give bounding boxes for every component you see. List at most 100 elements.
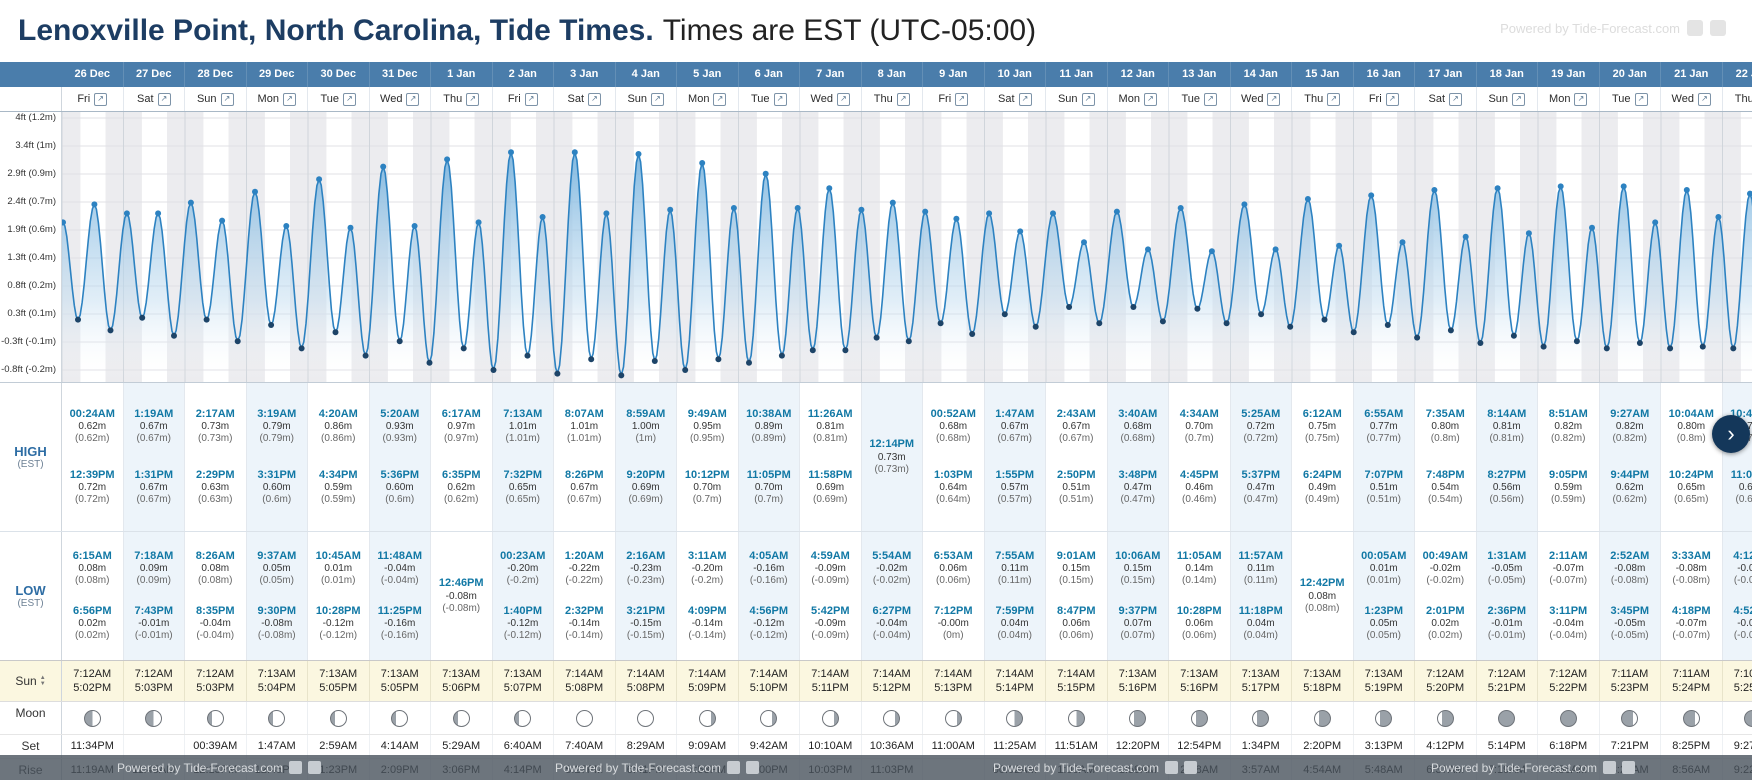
moonset-time: 1:34PM <box>1231 735 1292 758</box>
date-header-cell: 12 Jan <box>1108 62 1169 87</box>
expand-day-icon[interactable]: ↗ <box>220 92 234 106</box>
weekday-label: Mon <box>688 93 710 105</box>
tide-height-paren: (-0.02m) <box>1426 575 1465 587</box>
expand-day-icon[interactable]: ↗ <box>1385 92 1399 106</box>
expand-day-icon[interactable]: ↗ <box>955 92 969 106</box>
tide-time: 5:42PM <box>810 604 850 617</box>
expand-day-icon[interactable]: ↗ <box>282 92 296 106</box>
social-icon[interactable] <box>1184 761 1198 774</box>
tide-time: 4:45PM <box>1179 469 1219 482</box>
social-icon[interactable] <box>1603 761 1617 774</box>
low-tide-entry: 7:12PM -0.00m (0m) <box>934 605 973 642</box>
expand-day-icon[interactable]: ↗ <box>896 92 910 106</box>
low-tide-cell: 3:33AM -0.08m (-0.08m) 4:18PM -0.07m (-0.07m) <box>1661 532 1723 660</box>
tide-height-m: 0.93m <box>385 420 414 432</box>
high-tide-cell: 11:26AM 0.81m (0.81m) 11:58PM 0.69m (0.69m) <box>800 383 862 531</box>
tide-time: 4:52PM <box>1733 604 1752 617</box>
social-icon[interactable] <box>727 761 741 774</box>
expand-day-icon[interactable]: ↗ <box>524 92 538 106</box>
expand-day-icon[interactable]: ↗ <box>1327 92 1341 106</box>
moonset-time: 8:29AM <box>616 735 677 758</box>
tide-height-m: -0.07m <box>1552 563 1584 575</box>
sunrise-time: 7:11AM <box>1672 668 1710 680</box>
tide-height-m: 0.60m <box>262 482 291 494</box>
tide-time: 8:51AM <box>1548 407 1588 420</box>
social-icon[interactable] <box>1687 20 1703 36</box>
expand-day-icon[interactable]: ↗ <box>588 92 601 106</box>
high-label-group: HIGH (EST) <box>0 383 61 531</box>
sunrise-time: 7:13AM <box>319 668 358 680</box>
expand-day-icon[interactable]: ↗ <box>773 92 787 106</box>
tide-height-paren: (-0.08m) <box>1733 630 1752 642</box>
weekday-cell: Tue ↗ <box>1600 87 1661 111</box>
social-icon[interactable] <box>289 761 303 774</box>
expand-day-icon[interactable]: ↗ <box>94 92 108 106</box>
tide-height-paren: (0.08m) <box>198 575 233 587</box>
social-icon[interactable] <box>1622 761 1636 774</box>
high-tide-cell: 9:27AM 0.82m (0.82m) 9:44PM 0.62m (0.62m) <box>1599 383 1661 531</box>
tide-height-paren: (0.7m) <box>754 494 784 506</box>
social-icon[interactable] <box>308 761 322 774</box>
sunrise-time: 7:14AM <box>811 668 850 680</box>
tide-time: 00:52AM <box>930 407 976 420</box>
weekday-label: Mon <box>1118 93 1140 105</box>
expand-day-icon[interactable]: ↗ <box>1267 92 1281 106</box>
tide-time: 9:01AM <box>1056 549 1096 562</box>
tide-height-paren: (1.01m) <box>505 432 540 444</box>
expand-day-icon[interactable]: ↗ <box>1697 92 1711 106</box>
tide-time: 11:58PM <box>808 469 853 482</box>
tide-time: 1:40PM <box>503 604 543 617</box>
tide-height-m: 0.67m <box>139 482 168 494</box>
low-tide-entry: 3:45PM -0.05m (-0.05m) <box>1610 605 1649 642</box>
footer-credit-group: Powered by Tide-Forecast.com <box>117 761 322 775</box>
next-days-button[interactable]: › <box>1712 415 1750 453</box>
expand-day-icon[interactable]: ↗ <box>1449 92 1462 106</box>
moonset-time: 3:13PM <box>1354 735 1415 758</box>
footer-credit-text: Powered by Tide-Forecast.com <box>554 760 722 775</box>
tide-time: 2:01PM <box>1425 604 1465 617</box>
moon-cell <box>985 702 1046 734</box>
tide-height-paren: (0.02m) <box>1428 630 1463 642</box>
moon-cell <box>1108 702 1169 734</box>
tide-height-m: -0.23m <box>630 563 662 575</box>
expand-day-icon[interactable]: ↗ <box>836 92 850 106</box>
expand-day-icon[interactable]: ↗ <box>651 92 665 106</box>
tide-height-paren: (-0.14m) <box>565 630 604 642</box>
moon-phase-icon <box>821 709 839 727</box>
social-icon[interactable] <box>746 761 760 774</box>
expand-day-icon[interactable]: ↗ <box>157 92 171 106</box>
expand-day-icon[interactable]: ↗ <box>406 92 420 106</box>
tide-height-paren: (-0.07m) <box>1672 630 1711 642</box>
sunrise-arrow-icon: ▲ <box>39 675 46 681</box>
expand-day-icon[interactable]: ↗ <box>1143 92 1157 106</box>
tide-height-paren: (0.62m) <box>75 432 110 444</box>
sunrise-time: 7:12AM <box>1426 668 1465 680</box>
moon-phase-icon <box>1129 709 1147 727</box>
expand-day-icon[interactable]: ↗ <box>466 92 480 106</box>
high-tide-entry: 00:52AM 0.68m (0.68m) <box>931 408 976 445</box>
expand-day-icon[interactable]: ↗ <box>713 92 727 106</box>
high-tide-cell: 8:14AM 0.81m (0.81m) 8:27PM 0.56m (0.56m) <box>1476 383 1538 531</box>
tide-time: 1:23PM <box>1364 604 1404 617</box>
expand-day-icon[interactable]: ↗ <box>1634 92 1648 106</box>
tide-height-m: 0.46m <box>1185 482 1214 494</box>
high-tide-entry: 7:48PM 0.54m (0.54m) <box>1426 469 1465 506</box>
moon-phase-icon <box>1313 709 1331 727</box>
expand-day-icon[interactable]: ↗ <box>1574 92 1588 106</box>
weekday-cell: Sat ↗ <box>554 87 616 111</box>
sunset-time: 5:19PM <box>1364 682 1403 694</box>
y-axis-label: 1.9ft (0.6m) <box>7 224 56 235</box>
high-tz-label: (EST) <box>17 459 44 470</box>
tide-height-paren: (0.07m) <box>1120 630 1155 642</box>
expand-day-icon[interactable]: ↗ <box>343 92 357 106</box>
expand-day-icon[interactable]: ↗ <box>1018 92 1032 106</box>
social-icon[interactable] <box>1710 20 1726 36</box>
tide-height-paren: (-0.07m) <box>1549 575 1588 587</box>
expand-day-icon[interactable]: ↗ <box>1081 92 1095 106</box>
tide-time: 11:25PM <box>377 604 422 617</box>
expand-day-icon[interactable]: ↗ <box>1204 92 1218 106</box>
weekday-cell: Mon ↗ <box>1108 87 1169 111</box>
expand-day-icon[interactable]: ↗ <box>1512 92 1526 106</box>
social-icon[interactable] <box>1165 761 1179 774</box>
tide-height-paren: (0.11m) <box>997 575 1032 587</box>
